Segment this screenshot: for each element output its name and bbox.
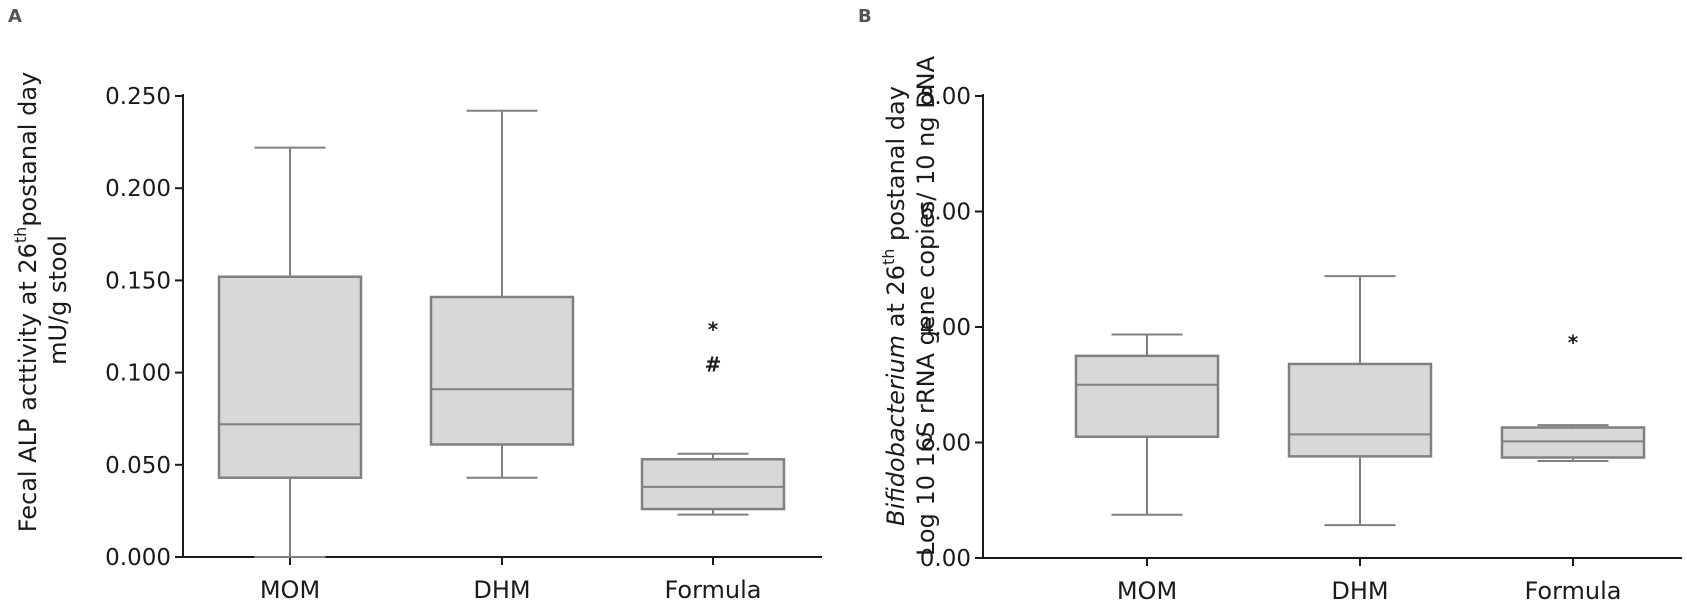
y-tick-label: 0.100: [105, 361, 171, 387]
box-dhm: [429, 295, 575, 446]
x-tick-label: Formula: [664, 576, 761, 604]
box-mom: [1074, 354, 1220, 438]
y-tick-label: 0.150: [105, 268, 171, 294]
significance-mark: *: [708, 317, 719, 341]
y-tick-label: 0.250: [105, 84, 171, 110]
y-tick-label: 8.00: [920, 84, 971, 110]
panel-a-plot: 0.000 0.050 0.100 0.150 0.200 0.250 MOM DHM Form…: [105, 84, 822, 604]
box-formula: [1500, 426, 1646, 459]
x-tick-label: DHM: [473, 576, 530, 604]
significance-mark: #: [705, 352, 722, 376]
y-tick-label: 0.050: [105, 453, 171, 479]
x-tick-label: DHM: [1331, 577, 1388, 605]
panel-b-label: B: [858, 6, 872, 27]
box-formula: [640, 458, 786, 511]
y-tick-label: 2.00: [920, 431, 971, 457]
y-tick-label: 0.000: [105, 545, 171, 571]
panel-b-ylabel-line1: Bifidobacterium at 26th postanal day: [879, 86, 910, 526]
y-tick-label: 4.00: [920, 315, 971, 341]
panel-b: B 0.00 2.00 4.00 6.00 8.00 MOM DHM Formula * Bif…: [858, 6, 1682, 605]
panel-a-ylabel-line2: mU/g stool: [44, 235, 72, 365]
significance-mark: *: [1568, 330, 1579, 354]
panel-a: A 0.000 0.050 0.100 0.150 0.200 0.250 MOM DHM Fo…: [8, 6, 822, 604]
panel-b-plot: 0.00 2.00 4.00 6.00 8.00 MOM DHM Formula *: [920, 84, 1682, 605]
box-dhm: [1287, 362, 1433, 458]
x-tick-label: Formula: [1524, 577, 1621, 605]
y-tick-label: 0.200: [105, 176, 171, 202]
panel-a-label: A: [8, 6, 22, 27]
box-mom: [217, 275, 363, 479]
panel-a-ylabel-line1: Fecal ALP acttivity at 26thpostanal day: [11, 72, 42, 532]
y-tick-label: 6.00: [920, 200, 971, 226]
panel-b-ylabel-line2: Log 10 16S rRNA gene copies/ 10 ng DNA: [912, 55, 940, 556]
x-tick-label: MOM: [260, 576, 320, 604]
x-tick-label: MOM: [1117, 577, 1177, 605]
y-tick-label: 0.00: [920, 546, 971, 572]
